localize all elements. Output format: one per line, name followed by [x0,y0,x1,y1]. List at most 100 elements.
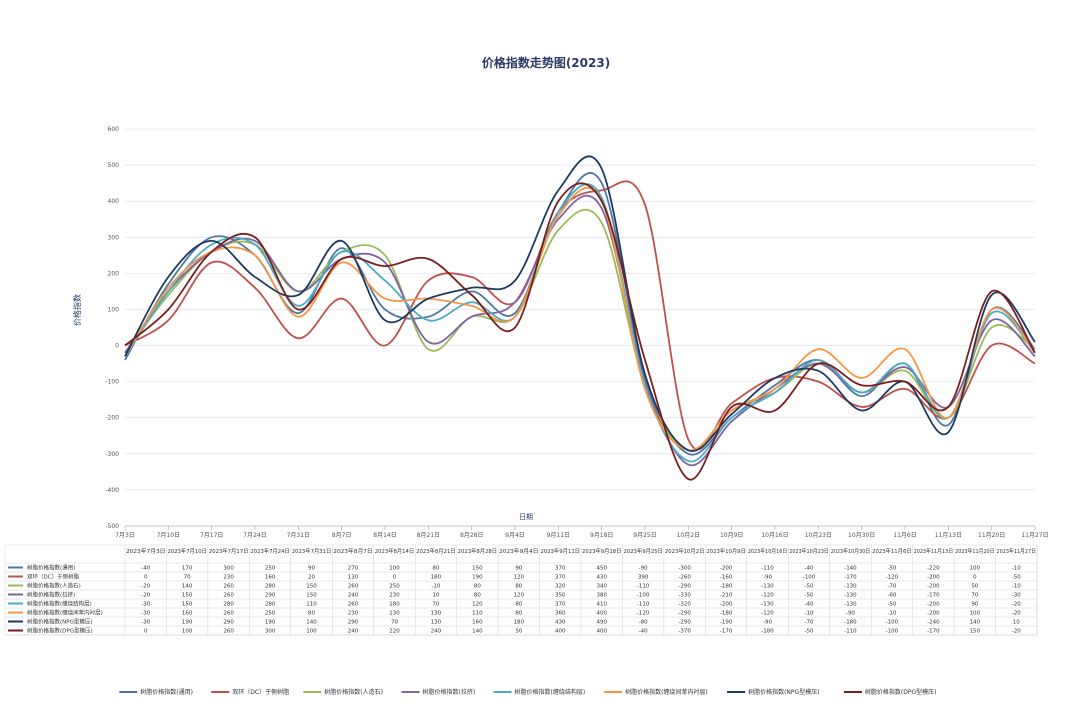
table-value-cell: 220 [389,629,400,635]
x-axis-ticks: 7月3日 7月10日 7月17日 7月24日 7月31日 8月7日 8月14日 8月21日 8月… [115,526,1049,539]
table-value-cell: 260 [348,602,359,608]
table-value-cell: 180 [514,620,525,626]
table-header-cell: 2023年8月21日 [416,547,455,555]
data-table: 2023年7月3日 2023年7月10日 2023年7月17日 2023年7月24日 2… [4,544,1038,636]
y-tick-label: -300 [105,451,119,458]
table-header-cell: 2023年7月17日 [209,547,248,555]
table-value-cell: -10 [431,584,440,590]
table-value-cell: -30 [141,602,150,608]
table-value-cell: -170 [927,629,940,635]
legend-label: 树脂价格指数(人造石) [324,688,383,696]
x-tick-label: 8月7日 [332,532,352,539]
table-value-cell: -90 [763,575,772,581]
table-header-cell: 2023年10月16日 [748,547,787,555]
table-value-cell: -10 [1012,566,1021,572]
table-value-cell: -20 [141,584,150,590]
table-value-cell: -210 [720,593,733,599]
y-tick-label: 300 [108,234,120,241]
table-value-cell: 300 [265,629,276,635]
table-value-cell: 70 [432,602,439,608]
table-value-cell: -70 [805,620,814,626]
table-value-cell: -90 [763,620,772,626]
series-line-0 [124,172,1036,456]
series-line-5 [124,187,1036,452]
table-value-cell: -260 [678,575,691,581]
table-value-cell: -10 [1012,584,1021,590]
table-value-cell: 0 [973,575,977,581]
table-value-cell: -70 [887,584,896,590]
table-value-cell: 450 [596,566,607,572]
table-value-cell: -200 [927,611,940,617]
x-tick-label: 11月6日 [893,532,916,539]
table-value-cell: 280 [265,584,276,590]
table-value-cell: 230 [223,575,234,581]
y-tick-label: 600 [108,126,120,133]
table-value-cell: 0 [144,629,148,635]
table-value-cell: 100 [970,566,981,572]
table-value-cell: -130 [844,602,857,608]
table-value-cell: -110 [761,566,774,572]
table-value-cell: 430 [555,620,566,626]
table-value-cell: -120 [637,611,650,617]
table-value-cell: -50 [887,602,896,608]
table-value-cell: 260 [223,611,234,617]
table-header-cell: 2023年7月31日 [292,547,331,555]
table-value-cell: -30 [141,611,150,617]
legend-label: 树脂价格指数(DPG型模压) [865,688,937,696]
legend-label: 树脂价格指数(通用) [140,688,193,696]
chart-title: 价格指数走势图(2023) [482,55,610,70]
table-value-cell: -40 [805,566,814,572]
table-value-cell: -90 [846,611,855,617]
table-value-cell: 140 [306,620,317,626]
table-value-cell: -200 [720,602,733,608]
table-series-name: 树脂价格指数(拉挤) [27,591,75,599]
table-value-cell: 240 [348,593,359,599]
table-value-cell: 250 [265,566,276,572]
table-value-cell: -100 [886,620,899,626]
table-value-cell: 10 [432,593,439,599]
table-header-cell: 2023年11月13日 [914,547,953,555]
table-value-cell: -190 [720,620,733,626]
x-tick-label: 9月25日 [633,532,656,539]
table-value-cell: 290 [265,593,276,599]
table-value-cell: 0 [144,575,148,581]
table-series-name: 树脂价格指数(通用) [27,564,75,572]
table-value-cell: 150 [306,593,317,599]
table-value-cell: 240 [431,629,442,635]
table-value-cell: 400 [596,611,607,617]
table-header-cell: 2023年8月28日 [458,547,497,555]
table-value-cell: -140 [844,566,857,572]
table-value-cell: -40 [141,566,150,572]
legend-label: 树脂价格指数(缠绕结构层) [515,688,586,696]
table-header-cell: 2023年9月11日 [541,547,580,555]
x-tick-label: 8月14日 [373,532,396,539]
table-value-cell: 90 [971,602,978,608]
legend-label: 树脂价格指数(拉挤) [423,688,476,696]
table-value-cell: -160 [720,575,733,581]
table-value-cell: 280 [265,602,276,608]
table-header-cell: 2023年9月4日 [499,547,538,555]
table-value-cell: -180 [720,611,733,617]
table-value-cell: 230 [389,593,400,599]
table-value-cell: 80 [308,611,315,617]
table-value-cell: 300 [223,566,234,572]
series-lines [124,155,1036,481]
table-value-cell: -30 [141,620,150,626]
table-series-name: 树脂价格指数(人造石) [27,582,81,590]
table-value-cell: 190 [472,575,483,581]
legend-label: 树脂价格指数(NPG型模压) [748,688,819,696]
table-value-cell: 400 [555,629,566,635]
table-value-cell: 150 [306,584,317,590]
table-value-cell: -120 [886,575,899,581]
table-value-cell: -290 [678,620,691,626]
table-header-cell: 2023年7月24日 [250,547,289,555]
table-value-cell: 20 [308,575,315,581]
y-tick-label: -100 [105,379,119,386]
table-value-cell: 290 [223,620,234,626]
table-value-cell: -50 [805,584,814,590]
table-series-name: 树脂价格指数(缠绕结构层) [27,600,92,608]
table-value-cell: -200 [720,566,733,572]
table-value-cell: 10 [1013,620,1020,626]
table-value-cell: -110 [637,602,650,608]
table-value-cell: 380 [596,593,607,599]
